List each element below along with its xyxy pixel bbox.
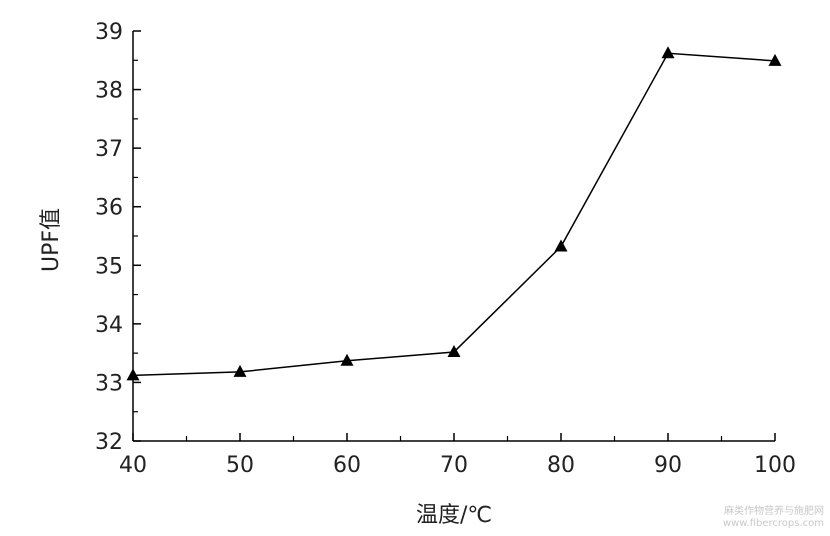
y-ticks: 32 33 34 35 36 37 38 39 (95, 20, 141, 455)
data-point-80 (554, 239, 568, 252)
y-axis-title: UPF值 (39, 208, 64, 272)
x-tick-label-50: 50 (226, 453, 254, 478)
series-line-0 (132, 52, 776, 377)
x-ticks: 40 50 60 70 80 90 100 (119, 433, 796, 478)
watermark: 麻类作物营养与施肥网 www.fibercrops.com (723, 506, 824, 530)
data-point-90 (661, 46, 675, 59)
x-axis-title: 温度/℃ (416, 503, 492, 528)
x-tick-label-60: 60 (333, 453, 361, 478)
y-tick-label-34: 34 (95, 313, 123, 338)
axes (132, 31, 775, 442)
x-tick-label-90: 90 (654, 453, 682, 478)
y-tick-label-39: 39 (95, 20, 123, 45)
y-tick-label-37: 37 (95, 137, 123, 162)
data-point-100 (768, 53, 782, 66)
series-group (126, 46, 782, 381)
x-tick-label-80: 80 (547, 453, 575, 478)
y-tick-label-35: 35 (95, 254, 123, 279)
x-tick-label-70: 70 (440, 453, 468, 478)
data-point-50 (233, 364, 247, 377)
x-tick-label-40: 40 (119, 453, 147, 478)
y-tick-label-38: 38 (95, 79, 123, 104)
y-tick-label-36: 36 (95, 196, 123, 221)
y-tick-label-33: 33 (95, 371, 123, 396)
watermark-line1: 麻类作物营养与施肥网 (724, 506, 824, 517)
x-tick-label-100: 100 (754, 453, 796, 478)
y-tick-label-32: 32 (95, 430, 123, 455)
data-point-40 (126, 368, 140, 381)
watermark-line2: www.fibercrops.com (722, 518, 824, 529)
data-point-70 (447, 344, 461, 357)
data-point-60 (340, 353, 354, 366)
